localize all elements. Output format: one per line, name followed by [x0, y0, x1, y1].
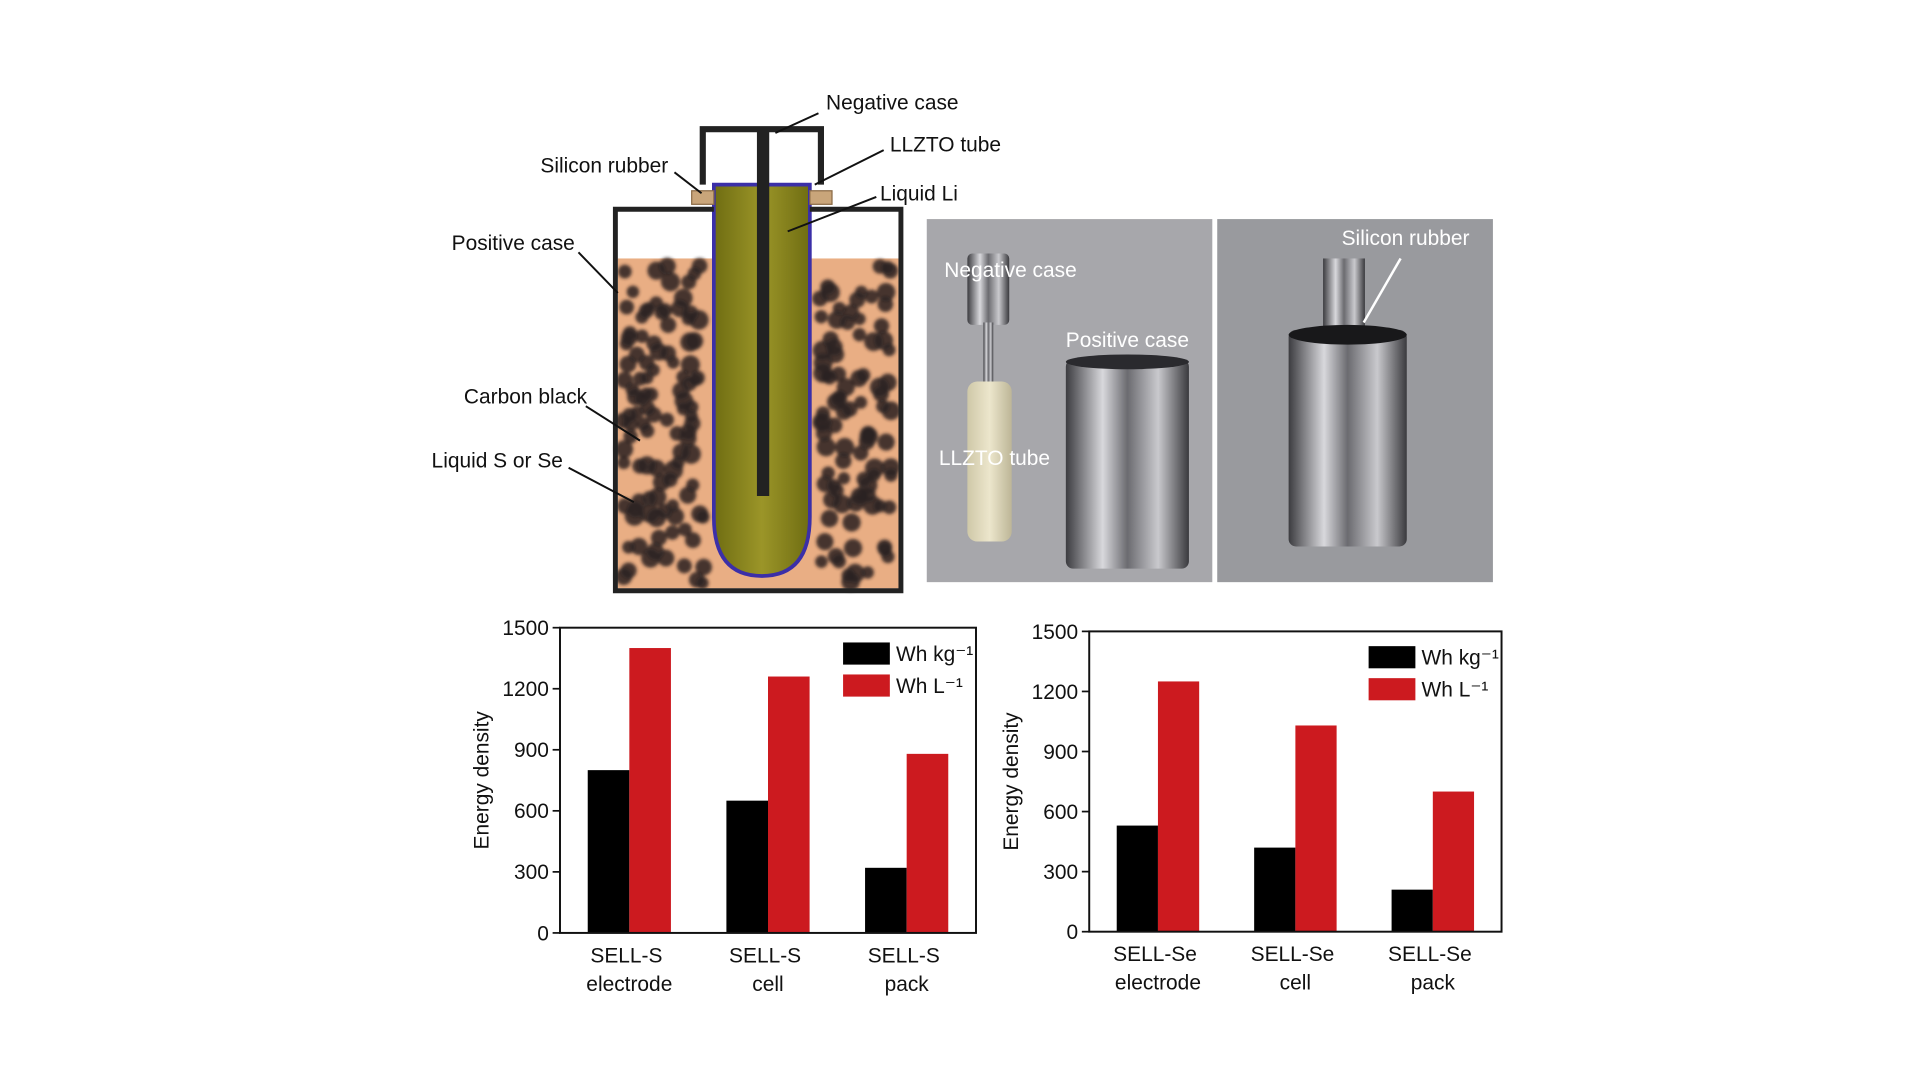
y-tick-label: 300: [514, 861, 549, 884]
y-axis-label: Energy density: [1000, 712, 1023, 851]
legend-swatch: [843, 674, 890, 697]
schematic: Negative case LLZTO tube Silicon rubber …: [432, 92, 1001, 594]
leader-lines: [568, 112, 885, 504]
legend-label: Wh kg⁻¹: [1422, 647, 1499, 670]
bar: [1157, 681, 1200, 932]
photo-label: Negative case: [944, 259, 1076, 282]
x-tick-label: SELL-S electrode: [586, 944, 672, 995]
bar: [1391, 889, 1433, 932]
x-tick-label: SELL-S pack: [868, 944, 946, 995]
photo-label: LLZTO tube: [939, 447, 1050, 470]
label: Positive case: [452, 232, 575, 255]
y-tick-label: 1500: [1032, 621, 1079, 644]
silicon-rubber: [691, 190, 715, 205]
bar: [587, 770, 630, 933]
x-tick-label: SELL-Se cell: [1251, 943, 1341, 994]
label: Silicon rubber: [540, 154, 668, 177]
label: LLZTO tube: [890, 133, 1001, 156]
y-tick-label: 900: [1043, 741, 1078, 764]
bar: [1432, 791, 1475, 932]
y-tick-label: 600: [514, 800, 549, 823]
carbon-particles: [614, 257, 901, 592]
y-tick-label: 0: [537, 922, 549, 945]
legend-swatch: [1368, 678, 1416, 701]
legend-swatch: [1368, 646, 1416, 669]
plot-frame: [559, 626, 977, 934]
label: Liquid Li: [880, 183, 958, 206]
bar: [1254, 847, 1296, 932]
bar: [726, 800, 768, 933]
bar: [629, 648, 671, 933]
plot-frame: [1088, 630, 1503, 933]
legend-label: Wh kg⁻¹: [896, 643, 973, 666]
x-tick-label: SELL-S cell: [729, 944, 807, 995]
label: Carbon black: [464, 386, 588, 409]
y-tick-label: 1200: [502, 678, 549, 701]
bar: [1295, 725, 1337, 932]
y-tick-label: 0: [1067, 921, 1079, 944]
y-tick-label: 300: [1043, 861, 1078, 884]
legend-swatch: [843, 642, 890, 665]
photo-label: Positive case: [1066, 329, 1189, 352]
label: Negative case: [826, 92, 958, 115]
positive-case: [612, 206, 904, 594]
y-tick-label: 1500: [502, 617, 549, 640]
y-axis-label: Energy density: [471, 711, 494, 850]
silicon-rubber: [809, 190, 833, 205]
y-tick-label: 900: [514, 739, 549, 762]
bar: [1116, 825, 1158, 932]
x-tick-label: SELL-Se pack: [1388, 943, 1478, 994]
photo-right: Silicon rubber: [1217, 219, 1493, 583]
y-tick-label: 1200: [1032, 681, 1079, 704]
y-tick-label: 600: [1043, 801, 1078, 824]
photo-label: Silicon rubber: [1342, 227, 1470, 250]
legend-label: Wh L⁻¹: [896, 675, 963, 698]
photo-left: Negative case Positive case LLZTO tube: [926, 219, 1213, 583]
bar: [768, 676, 810, 933]
legend-label: Wh L⁻¹: [1422, 679, 1489, 702]
label: Liquid S or Se: [432, 450, 563, 473]
bar: [865, 867, 907, 933]
negative-rod: [756, 129, 770, 496]
x-tick-label: SELL-Se electrode: [1113, 943, 1203, 994]
bar: [906, 753, 949, 933]
